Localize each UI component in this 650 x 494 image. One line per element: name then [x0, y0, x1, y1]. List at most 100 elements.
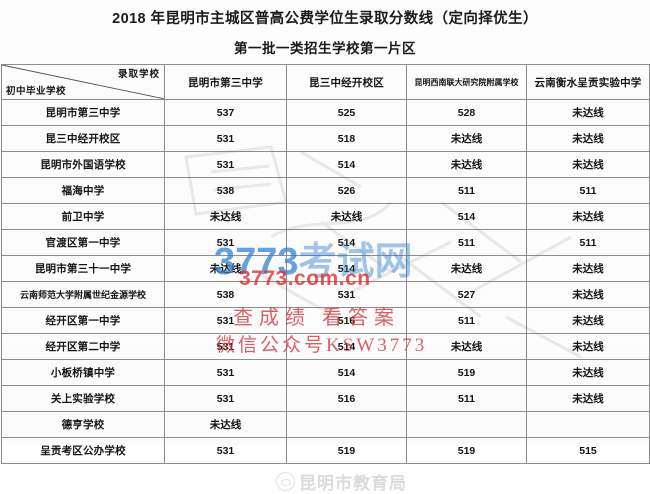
score-cell: 514: [286, 359, 407, 386]
row-school-name: 前卫中学: [1, 203, 165, 230]
table-row: 关上实验学校 531 516 511 未达线: [1, 385, 650, 412]
score-cell: 515: [526, 437, 650, 464]
score-cell: 511: [526, 177, 650, 204]
score-table-container: 录取学校 初中毕业学校 昆明市第三中学 昆三中经开校区 昆明西南联大研究院附属学…: [1, 64, 650, 493]
score-cell: 538: [164, 281, 287, 308]
row-school-name: 福海中学: [1, 177, 165, 204]
score-cell: 未达线: [406, 125, 527, 152]
table-row: 云南师范大学附属世纪金源学校 538 531 527 未达线: [1, 281, 650, 308]
table-row: 经开区第二中学 531 514 未达线 未达线: [1, 333, 650, 360]
table-row: 昆明市第三十一中学 未达线 514 未达线 未达线: [1, 255, 650, 282]
score-cell: 514: [286, 333, 407, 360]
table-row: 小板桥镇中学 531 514 519 未达线: [1, 359, 650, 386]
score-cell: 527: [406, 281, 527, 308]
weibo-account-name: 昆明市教育局: [299, 474, 407, 493]
score-cell: 未达线: [526, 359, 650, 386]
score-cell: 511: [406, 307, 527, 334]
score-cell: 531: [164, 437, 287, 464]
score-cell: 525: [286, 99, 407, 126]
score-cell: 未达线: [286, 203, 407, 230]
row-school-name: 昆三中经开校区: [1, 125, 165, 152]
score-cell: 528: [406, 99, 527, 126]
score-cell: 514: [286, 151, 407, 178]
row-school-name: 官渡区第一中学: [1, 229, 165, 256]
column-header-1: 昆三中经开校区: [286, 64, 407, 100]
score-cell: 未达线: [526, 333, 650, 360]
score-cell: 526: [286, 177, 407, 204]
score-cell: 未达线: [526, 203, 650, 230]
score-cell: 511: [406, 177, 527, 204]
score-cell: 未达线: [526, 281, 650, 308]
page-subtitle: 第一批一类招生学校第一片区: [234, 41, 416, 56]
row-school-name: 昆明市第三十一中学: [1, 255, 165, 282]
score-cell: 518: [286, 125, 407, 152]
score-cell: 531: [164, 385, 287, 412]
corner-label-graduating-school: 初中毕业学校: [6, 86, 67, 97]
score-cell: 511: [406, 385, 527, 412]
score-cell: 537: [164, 99, 287, 126]
score-cell: [286, 411, 407, 438]
score-cell: 未达线: [406, 333, 527, 360]
score-cell: 516: [286, 307, 407, 334]
score-cell: 516: [286, 385, 407, 412]
score-cell: 514: [286, 229, 407, 256]
score-cell: 未达线: [164, 255, 287, 282]
score-cell: 531: [164, 359, 287, 386]
table-row: 德亨学校 未达线: [1, 411, 650, 438]
score-cell: 531: [164, 229, 287, 256]
table-row: 呈贡考区公办学校 531 519 519 515: [1, 437, 650, 464]
score-cell: 未达线: [526, 99, 650, 126]
row-school-name: 昆明市外国语学校: [1, 151, 165, 178]
table-header-row: 录取学校 初中毕业学校 昆明市第三中学 昆三中经开校区 昆明西南联大研究院附属学…: [1, 64, 650, 100]
score-cell: [526, 411, 650, 438]
row-school-name: 经开区第一中学: [1, 307, 165, 334]
score-cell: [406, 411, 527, 438]
table-row: 昆明市外国语学校 531 514 未达线 未达线: [1, 151, 650, 178]
score-cell: 未达线: [164, 203, 287, 230]
row-school-name: 昆明市第三中学: [1, 99, 165, 126]
weibo-logo-icon: [276, 472, 295, 491]
row-school-name: 经开区第二中学: [1, 333, 165, 360]
score-cell: 未达线: [526, 255, 650, 282]
score-cell: 511: [406, 229, 527, 256]
score-cell: 未达线: [526, 125, 650, 152]
score-cell: 519: [406, 437, 527, 464]
corner-label-admitting-school: 录取学校: [117, 69, 160, 80]
score-cell: 514: [406, 203, 527, 230]
page-title: 2018 年昆明市主城区普高公费学位生录取分数线（定向择优生）: [112, 11, 538, 27]
score-cell: 538: [164, 177, 287, 204]
column-header-0: 昆明市第三中学: [164, 64, 287, 100]
watermark-weibo: 昆明市教育局: [276, 469, 407, 494]
row-school-name: 小板桥镇中学: [1, 359, 165, 386]
row-school-name: 关上实验学校: [1, 385, 165, 412]
score-cell: 511: [526, 229, 650, 256]
score-cell: 未达线: [526, 151, 650, 178]
table-row: 昆三中经开校区 531 518 未达线 未达线: [1, 125, 650, 152]
table-row: 官渡区第一中学 531 514 511 511: [1, 229, 650, 256]
score-cell: 531: [164, 307, 287, 334]
score-cell: 514: [286, 255, 407, 282]
score-cell: 519: [286, 437, 407, 464]
corner-header-cell: 录取学校 初中毕业学校: [1, 64, 165, 100]
table-row: 经开区第一中学 531 516 511 未达线: [1, 307, 650, 334]
table-row: 昆明市第三中学 537 525 528 未达线: [1, 99, 650, 126]
score-cell: 未达线: [406, 255, 527, 282]
score-cell: 531: [164, 151, 287, 178]
score-cell: 531: [164, 333, 287, 360]
table-row: 前卫中学 未达线 未达线 514 未达线: [1, 203, 650, 230]
admission-score-table: 录取学校 初中毕业学校 昆明市第三中学 昆三中经开校区 昆明西南联大研究院附属学…: [1, 64, 650, 464]
score-cell: 未达线: [526, 307, 650, 334]
score-cell: 未达线: [406, 151, 527, 178]
score-cell: 531: [164, 125, 287, 152]
score-cell: 531: [286, 281, 407, 308]
row-school-name: 呈贡考区公办学校: [1, 437, 165, 464]
table-row: 福海中学 538 526 511 511: [1, 177, 650, 204]
column-header-2: 昆明西南联大研究院附属学校: [406, 64, 527, 100]
column-header-3: 云南衡水呈贡实验中学: [526, 64, 650, 100]
score-cell: 519: [406, 359, 527, 386]
score-cell: 未达线: [526, 385, 650, 412]
row-school-name: 云南师范大学附属世纪金源学校: [1, 281, 165, 308]
table-body: 昆明市第三中学 537 525 528 未达线 昆三中经开校区 531 518 未达线 未达线 昆明…: [1, 99, 650, 464]
score-cell: 未达线: [164, 411, 287, 438]
